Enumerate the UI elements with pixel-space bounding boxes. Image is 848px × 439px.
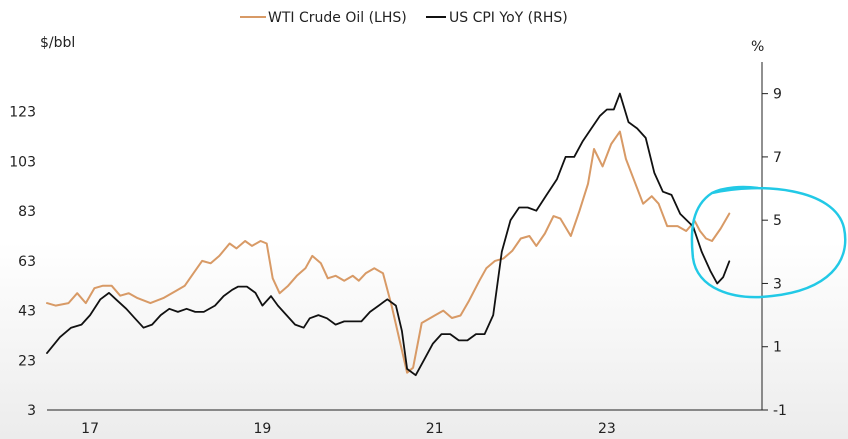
series-line-wti [46, 130, 731, 374]
left-tick-label: 63 [18, 254, 36, 270]
right-tick-label: 7 [773, 150, 782, 166]
right-axis-ticks: -1 1 3 5 7 9 [762, 87, 787, 419]
highlight-circle-annotation [690, 185, 847, 299]
right-tick-label: 9 [773, 87, 782, 103]
left-tick-label: 103 [9, 154, 36, 170]
right-tick-label: 5 [773, 213, 782, 229]
left-tick-label: 3 [27, 403, 36, 419]
legend-label-cpi: US CPI YoY (RHS) [449, 10, 568, 26]
right-tick-label: -1 [773, 403, 787, 419]
right-axis-unit: % [751, 39, 764, 55]
x-tick-label: 19 [253, 421, 271, 437]
left-axis-unit: $/bbl [40, 35, 75, 51]
x-tick-label: 21 [426, 421, 444, 437]
legend: WTI Crude Oil (LHS) US CPI YoY (RHS) [240, 10, 568, 26]
legend-label-wti: WTI Crude Oil (LHS) [268, 10, 407, 26]
x-axis-ticks: 17 19 21 23 [81, 421, 616, 437]
x-tick-label: 23 [598, 421, 616, 437]
right-tick-label: 3 [773, 276, 782, 292]
left-tick-label: 83 [18, 204, 36, 220]
series-layer [46, 92, 731, 377]
left-tick-label: 123 [9, 105, 36, 121]
series-line-cpi [46, 92, 731, 377]
left-tick-label: 23 [18, 353, 36, 369]
left-axis-ticks: 3 23 43 63 83 103 123 [9, 105, 36, 419]
right-tick-label: 1 [773, 340, 782, 356]
x-tick-label: 17 [81, 421, 99, 437]
left-tick-label: 43 [18, 304, 36, 320]
